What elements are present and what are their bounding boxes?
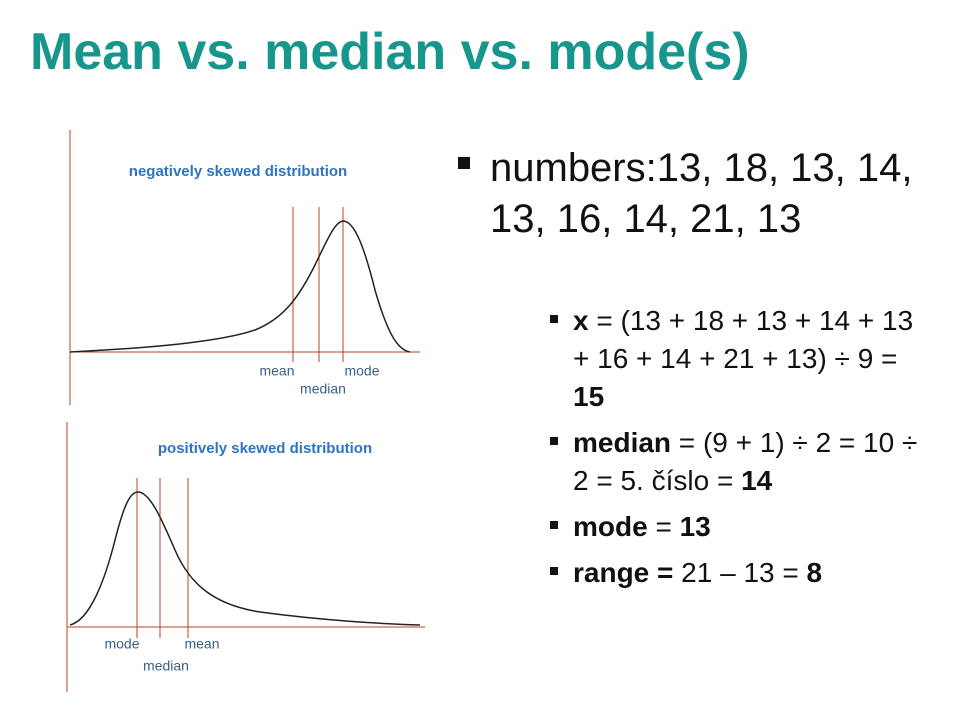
slide-title: Mean vs. median vs. mode(s) [30, 23, 750, 81]
bullet: numbers:13, 18, 13, 14, 13, 16, 14, 21, … [458, 143, 918, 245]
label: median [143, 658, 189, 674]
text-segment: median [573, 427, 672, 458]
bullet-text: numbers:13, 18, 13, 14, 13, 16, 14, 21, … [490, 146, 913, 241]
bullet-marker [550, 567, 558, 575]
figure-title: negatively skewed distribution [129, 163, 347, 180]
sub-bullet: median = (9 + 1) ÷ 2 = 10 ÷ 2 = 5. číslo… [550, 424, 920, 500]
figure-negative: negatively skewed distribution mean medi… [69, 130, 420, 405]
sub-bullet: range = 21 – 13 = 8 [550, 554, 920, 592]
text-segment: 21 – 13 = [673, 557, 807, 588]
text-segment: = (9 + 1) ÷ 2 = 10 ÷ 2 = 5. číslo = [573, 427, 918, 496]
curve [69, 220, 411, 353]
bullet-marker [550, 437, 558, 445]
text-segment: 15 [573, 381, 605, 412]
figure-title: positively skewed distribution [158, 440, 372, 457]
label: mean [184, 636, 219, 652]
text-segment: 13 [679, 511, 711, 542]
bullet-marker [550, 315, 558, 323]
text-segment: = (13 + 18 + 13 + 14 + 13 + 16 + 14 + 21… [573, 305, 914, 374]
figure-positive: positively skewed distribution mode medi… [66, 422, 425, 692]
label: mode [344, 363, 379, 379]
sub-bullet: x = (13 + 18 + 13 + 14 + 13 + 16 + 14 + … [550, 302, 920, 416]
text-segment: mode [573, 511, 648, 542]
bullet-marker [550, 521, 558, 529]
text-segment: 14 [741, 465, 773, 496]
curve [69, 491, 421, 626]
sub-bullets: x = (13 + 18 + 13 + 14 + 13 + 16 + 14 + … [550, 302, 920, 600]
label: mode [104, 636, 139, 652]
label: mean [259, 363, 294, 379]
text-segment: x [573, 305, 589, 336]
text-segment: = [647, 511, 680, 542]
label: median [300, 381, 346, 397]
bullet-marker [458, 157, 470, 169]
text-segment: range = [573, 557, 674, 588]
sub-bullet: mode = 13 [550, 508, 920, 546]
text-segment: 8 [806, 557, 823, 588]
